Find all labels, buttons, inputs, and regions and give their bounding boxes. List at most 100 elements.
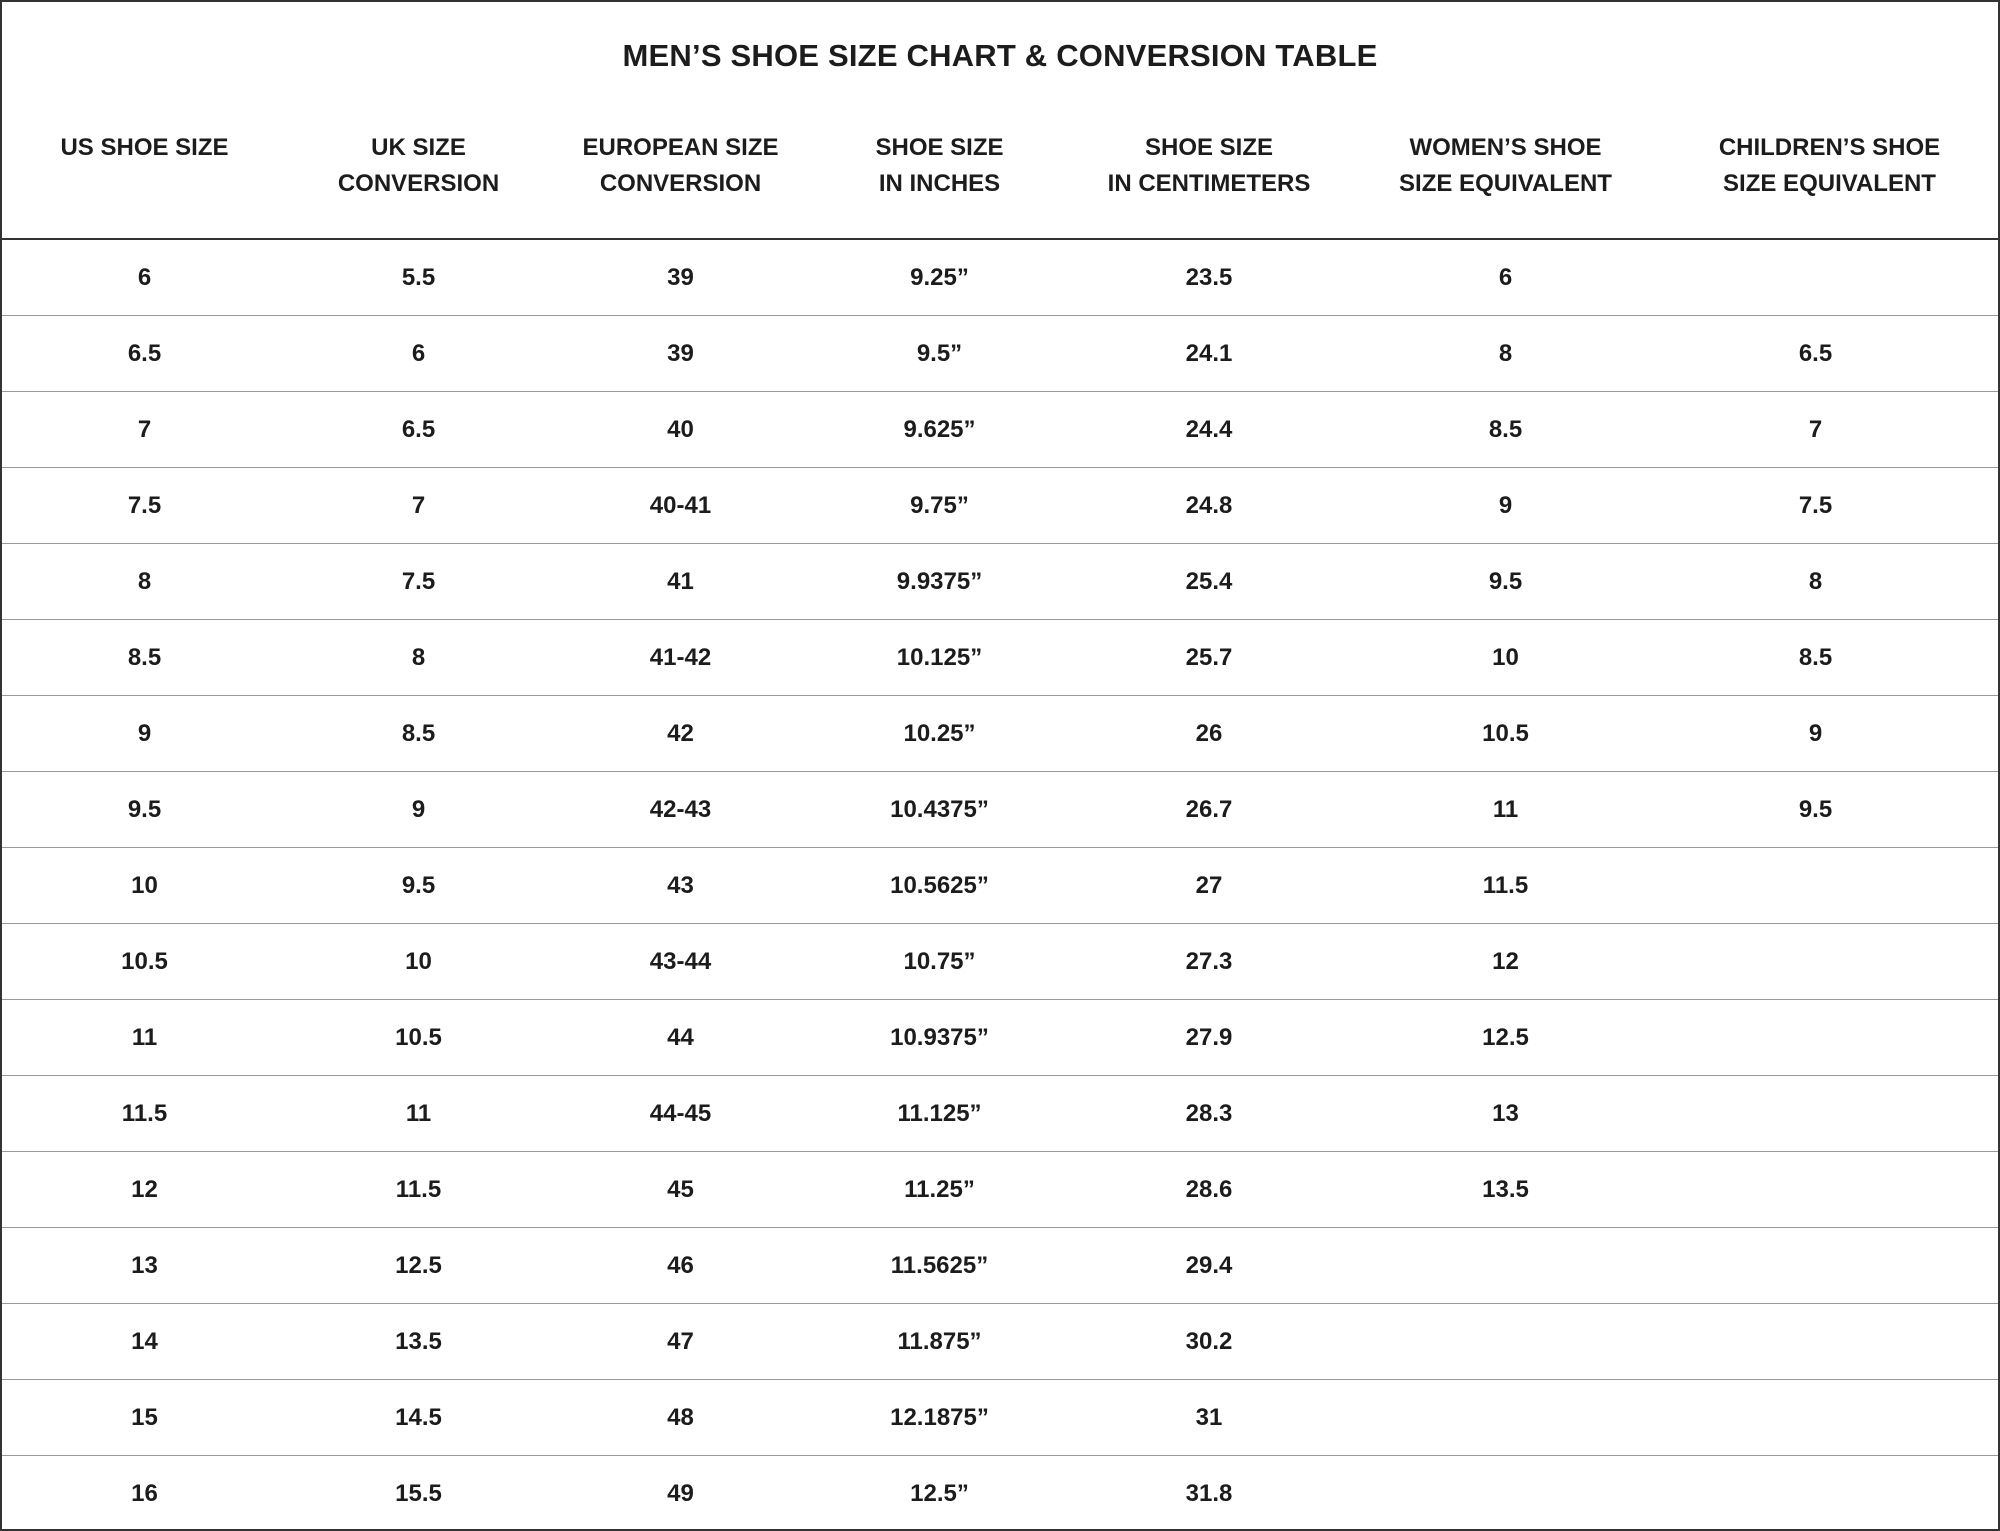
table-cell xyxy=(1661,1075,1998,1152)
table-cell: 6.5 xyxy=(1661,315,1998,392)
table-cell: 39 xyxy=(550,315,811,392)
table-cell: 10.5 xyxy=(1350,695,1661,772)
table-cell: 13.5 xyxy=(1350,1151,1661,1228)
table-cell: 8 xyxy=(1350,315,1661,392)
table-cell: 28.6 xyxy=(1068,1151,1350,1228)
table-cell xyxy=(1350,1379,1661,1456)
table-cell: 10.25” xyxy=(811,695,1068,772)
table-cell: 16 xyxy=(131,1479,158,1507)
table-row: 8 7.5 41 9.9375” 25.4 9.5 8 xyxy=(2,543,1998,620)
table-cell: 12.1875” xyxy=(811,1379,1068,1456)
table-row: 14 13.5 47 11.875” 30.2 xyxy=(2,1303,1998,1380)
table-row: 10 9.5 43 10.5625” 27 11.5 xyxy=(2,847,1998,924)
table-cell: 9.5 xyxy=(2,771,287,848)
table-cell: 8.5 xyxy=(1350,391,1661,468)
table-cell: 9.5” xyxy=(811,315,1068,392)
table-cell: 9.9375” xyxy=(811,543,1068,620)
table-cell: 31 xyxy=(1068,1379,1350,1456)
table-row: 6 5.5 39 9.25” 23.5 6 xyxy=(2,239,1998,316)
table-cell: 44 xyxy=(550,999,811,1076)
table-cell: 10 xyxy=(2,847,287,924)
table-cell: 6.5 xyxy=(2,315,287,392)
table-cell xyxy=(1350,1456,1661,1531)
table-row: 6.5 6 39 9.5” 24.1 8 6.5 xyxy=(2,315,1998,392)
table-cell: 43-44 xyxy=(550,923,811,1000)
table-cell: 5.5 xyxy=(287,239,550,316)
table-cell: 47 xyxy=(550,1303,811,1380)
table-row: 7 6.5 40 9.625” 24.4 8.5 7 xyxy=(2,391,1998,468)
table-cell xyxy=(1661,999,1998,1076)
table-cell: 25.7 xyxy=(1068,619,1350,696)
table-cell: 41 xyxy=(550,543,811,620)
table-cell: 40 xyxy=(550,391,811,468)
column-header: UK SIZE CONVERSION xyxy=(287,118,550,240)
table-cell: 44-45 xyxy=(550,1075,811,1152)
table-cell xyxy=(1661,923,1998,1000)
table-cell: 10 xyxy=(1350,619,1661,696)
table-cell: 8.5 xyxy=(1661,619,1998,696)
size-conversion-table: US SHOE SIZE UK SIZE CONVERSION EUROPEAN S… xyxy=(2,118,1998,1531)
table-cell: 46 xyxy=(550,1227,811,1304)
table-cell: 9.5 xyxy=(1661,771,1998,848)
table-cell: 12.5” xyxy=(910,1479,969,1507)
table-cell: 8.5 xyxy=(2,619,287,696)
table-cell: 11.5625” xyxy=(811,1227,1068,1304)
table-cell: 10.5 xyxy=(2,923,287,1000)
table-row: 16 15.5 49 12.5” 31.8 xyxy=(2,1456,1998,1531)
table-cell: 12.5 xyxy=(1350,999,1661,1076)
table-cell: 10.5 xyxy=(287,999,550,1076)
table-cell: 9 xyxy=(2,695,287,772)
table-cell: 6 xyxy=(1350,239,1661,316)
table-cell: 41-42 xyxy=(550,619,811,696)
table-row: 13 12.5 46 11.5625” 29.4 xyxy=(2,1227,1998,1304)
table-cell: 7 xyxy=(2,391,287,468)
table-cell: 9 xyxy=(1661,695,1998,772)
table-cell: 11 xyxy=(287,1075,550,1152)
table-cell: 40-41 xyxy=(550,467,811,544)
table-cell: 13 xyxy=(1350,1075,1661,1152)
table-row: 11 10.5 44 10.9375” 27.9 12.5 xyxy=(2,999,1998,1076)
column-header: US SHOE SIZE xyxy=(2,118,287,240)
table-cell: 11 xyxy=(2,999,287,1076)
table-cell: 42 xyxy=(550,695,811,772)
table-row: 9.5 9 42-43 10.4375” 26.7 11 9.5 xyxy=(2,771,1998,848)
table-cell: 6 xyxy=(2,239,287,316)
table-cell: 42-43 xyxy=(550,771,811,848)
table-cell: 11.5 xyxy=(1350,847,1661,924)
table-cell xyxy=(1661,1303,1998,1380)
table-cell: 39 xyxy=(550,239,811,316)
table-cell: 49 xyxy=(667,1479,694,1507)
table-cell: 8.5 xyxy=(287,695,550,772)
page-title: MEN’S SHOE SIZE CHART & CONVERSION TABLE xyxy=(622,38,1378,73)
table-cell xyxy=(1350,1227,1661,1304)
table-cell xyxy=(1661,1456,1998,1531)
table-cell xyxy=(1661,239,1998,316)
table-cell: 10.75” xyxy=(811,923,1068,1000)
table-cell: 6.5 xyxy=(287,391,550,468)
table-cell: 12 xyxy=(2,1151,287,1228)
table-cell: 10.125” xyxy=(811,619,1068,696)
table-cell xyxy=(1661,1151,1998,1228)
table-cell: 9.625” xyxy=(811,391,1068,468)
column-header: SHOE SIZE IN CENTIMETERS xyxy=(1068,118,1350,240)
header-row: US SHOE SIZE UK SIZE CONVERSION EUROPEAN S… xyxy=(2,118,1998,240)
table-cell: 14 xyxy=(2,1303,287,1380)
table-cell: 9.75” xyxy=(811,467,1068,544)
table-cell: 45 xyxy=(550,1151,811,1228)
table-cell: 11.125” xyxy=(811,1075,1068,1152)
table-cell: 10.5625” xyxy=(811,847,1068,924)
table-cell: 13.5 xyxy=(287,1303,550,1380)
table-row: 11.5 11 44-45 11.125” 28.3 13 xyxy=(2,1075,1998,1152)
table-cell: 11.5 xyxy=(2,1075,287,1152)
table-cell: 28.3 xyxy=(1068,1075,1350,1152)
table-cell: 27.3 xyxy=(1068,923,1350,1000)
table-cell: 10 xyxy=(287,923,550,1000)
table-cell: 12.5 xyxy=(287,1227,550,1304)
table-cell: 8 xyxy=(2,543,287,620)
table-cell: 10.4375” xyxy=(811,771,1068,848)
table-cell: 27.9 xyxy=(1068,999,1350,1076)
table-cell: 11 xyxy=(1350,771,1661,848)
column-header: SHOE SIZE IN INCHES xyxy=(811,118,1068,240)
column-header: EUROPEAN SIZE CONVERSION xyxy=(550,118,811,240)
